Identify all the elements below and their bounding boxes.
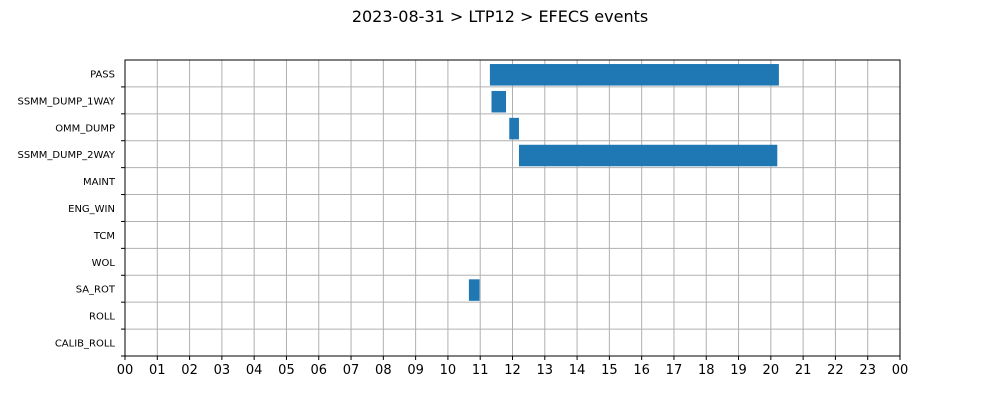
chart-title: 2023-08-31 > LTP12 > EFECS events — [352, 7, 648, 26]
grid-lines — [124, 60, 901, 356]
event-bars — [468, 64, 779, 301]
y-tick-label: TCM — [93, 231, 115, 242]
event-bar — [491, 90, 507, 113]
y-tick-label: WOL — [92, 258, 116, 269]
event-bar — [489, 64, 779, 86]
x-tick-label: 03 — [214, 363, 231, 378]
x-tick-label: 06 — [310, 363, 327, 378]
event-bar — [509, 117, 519, 140]
event-bar — [518, 144, 778, 167]
y-tick-label: MAINT — [83, 177, 116, 188]
x-tick-label: 18 — [698, 363, 715, 378]
y-tick-label: ROLL — [89, 312, 115, 323]
x-tick-label: 04 — [246, 363, 263, 378]
x-tick-label: 11 — [472, 363, 489, 378]
x-tick-label: 08 — [375, 363, 392, 378]
x-tick-label: 17 — [666, 363, 683, 378]
x-tick-label: 01 — [149, 363, 166, 378]
x-tick-label: 14 — [569, 363, 586, 378]
x-tick-label: 10 — [440, 363, 457, 378]
x-tick-label: 22 — [827, 363, 844, 378]
x-tick-label: 16 — [633, 363, 650, 378]
y-tick-label: PASS — [90, 69, 115, 80]
x-tick-label: 09 — [407, 363, 424, 378]
y-tick-label: SSMM_DUMP_2WAY — [17, 150, 115, 161]
x-tick-label: 00 — [892, 363, 909, 378]
y-tick-label: SA_ROT — [76, 285, 116, 296]
x-tick-label: 23 — [859, 363, 876, 378]
x-tick-label: 15 — [601, 363, 618, 378]
y-tick-label: ENG_WIN — [68, 204, 115, 215]
x-tick-label: 19 — [730, 363, 747, 378]
x-tick-label: 02 — [181, 363, 198, 378]
x-tick-label: 21 — [795, 363, 812, 378]
y-tick-label: OMM_DUMP — [55, 123, 115, 134]
x-tick-label: 07 — [343, 363, 360, 378]
y-tick-label: SSMM_DUMP_1WAY — [17, 96, 115, 107]
y-axis-labels: PASS SSMM_DUMP_1WAY OMM_DUMP SSMM_DUMP_2WAY… — [17, 69, 125, 357]
event-bar — [468, 279, 480, 301]
x-tick-label: 20 — [763, 363, 780, 378]
x-tick-label: 05 — [278, 363, 295, 378]
x-tick-label: 12 — [504, 363, 521, 378]
x-tick-label: 00 — [117, 363, 134, 378]
x-axis-labels: 00 01 02 03 04 05 06 07 08 09 10 11 12 13 14 15 16 17 18 19… — [117, 356, 909, 378]
y-tick-label: CALIB_ROLL — [55, 339, 116, 350]
x-tick-label: 13 — [537, 363, 554, 378]
